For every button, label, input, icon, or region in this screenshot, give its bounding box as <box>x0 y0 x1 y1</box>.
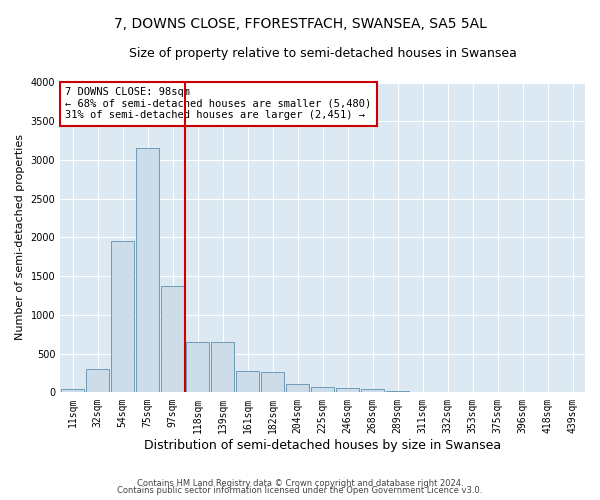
Text: 7 DOWNS CLOSE: 98sqm
← 68% of semi-detached houses are smaller (5,480)
31% of se: 7 DOWNS CLOSE: 98sqm ← 68% of semi-detac… <box>65 87 371 120</box>
Bar <box>236 370 259 392</box>
Bar <box>361 389 384 392</box>
Bar <box>262 372 284 392</box>
X-axis label: Distribution of semi-detached houses by size in Swansea: Distribution of semi-detached houses by … <box>144 440 501 452</box>
Bar <box>86 369 109 392</box>
Y-axis label: Number of semi-detached properties: Number of semi-detached properties <box>15 134 25 340</box>
Text: Contains public sector information licensed under the Open Government Licence v3: Contains public sector information licen… <box>118 486 482 495</box>
Bar <box>112 240 134 392</box>
Bar <box>61 388 84 392</box>
Bar <box>311 386 334 392</box>
Bar <box>187 342 209 392</box>
Text: 7, DOWNS CLOSE, FFORESTFACH, SWANSEA, SA5 5AL: 7, DOWNS CLOSE, FFORESTFACH, SWANSEA, SA… <box>113 18 487 32</box>
Bar <box>136 148 159 392</box>
Bar <box>337 388 359 392</box>
Bar <box>386 391 409 392</box>
Bar <box>286 384 309 392</box>
Bar <box>161 286 184 393</box>
Text: Contains HM Land Registry data © Crown copyright and database right 2024.: Contains HM Land Registry data © Crown c… <box>137 478 463 488</box>
Bar <box>211 342 234 392</box>
Title: Size of property relative to semi-detached houses in Swansea: Size of property relative to semi-detach… <box>128 48 517 60</box>
